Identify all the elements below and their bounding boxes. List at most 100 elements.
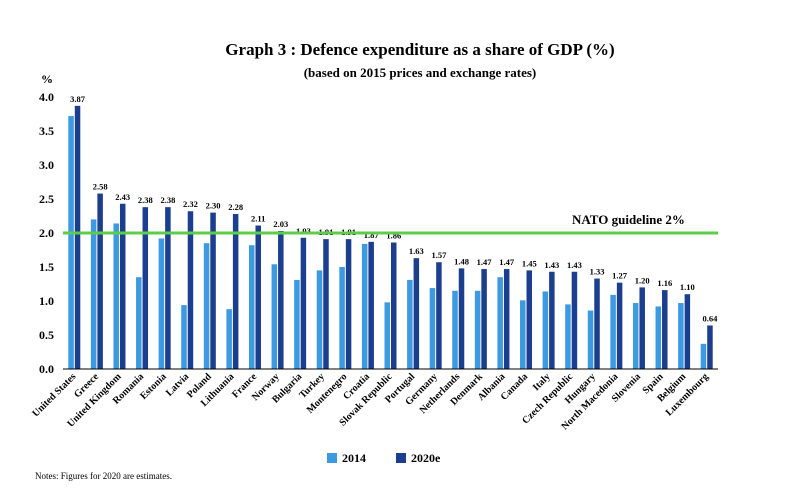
data-label: 2.28 (228, 202, 243, 212)
chart-subtitle: (based on 2015 prices and exchange rates… (304, 65, 537, 80)
data-label: 1.63 (409, 246, 424, 256)
data-label: 2.38 (138, 195, 153, 205)
bar-2020e-luxembourg (707, 325, 713, 369)
bar-2014-united-states (68, 116, 74, 369)
data-label: 1.45 (522, 258, 537, 268)
bar-2014-norway (271, 264, 278, 369)
bar-2014-slovak-republic (384, 302, 390, 369)
data-label: 1.86 (386, 231, 401, 241)
data-label: 2.03 (273, 219, 288, 229)
bar-2020e-united-states (74, 105, 81, 369)
bar-2014-germany (429, 288, 436, 369)
bar-2020e-romania (142, 207, 149, 369)
bar-2014-canada (520, 300, 526, 369)
bar-2014-turkey (316, 270, 323, 369)
data-label: 1.87 (364, 230, 380, 240)
bar-2014-portugal (407, 279, 413, 369)
legend-label-2020e: 2020e (411, 451, 441, 465)
bar-2014-north-macedonia (610, 294, 616, 369)
bar-2014-albania (497, 277, 503, 369)
data-label: 2.43 (115, 192, 130, 202)
bar-2020e-hungary (594, 278, 600, 369)
y-tick-label: 3.5 (39, 124, 54, 138)
bar-2020e-canada (526, 270, 533, 369)
y-axis-ticks: 0.0 0.5 1.0 1.5 2.0 2.5 3.0 3.5 4.0 (39, 90, 54, 376)
bar-2014-italy (542, 291, 549, 369)
bars (68, 105, 713, 369)
y-tick-label: 1.5 (39, 260, 54, 274)
data-label: 1.20 (635, 275, 650, 285)
bar-2014-spain (655, 306, 662, 369)
legend-swatch-2020e (396, 453, 406, 463)
y-tick-label: 3.0 (39, 158, 54, 172)
y-tick-label: 1.0 (39, 294, 54, 308)
nato-guideline-label: NATO guideline 2% (572, 212, 685, 227)
bar-2020e-turkey (323, 239, 329, 369)
legend-swatch-2014 (327, 453, 337, 463)
bar-2020e-north-macedonia (616, 282, 623, 369)
data-label: 1.10 (680, 282, 695, 292)
data-label: 2.11 (251, 214, 265, 224)
bar-2014-poland (203, 243, 210, 369)
data-label: 0.64 (703, 313, 719, 323)
data-label: 1.47 (499, 257, 515, 267)
data-label: 2.38 (160, 195, 175, 205)
bar-2014-latvia (181, 305, 187, 369)
footnote: Notes: Figures for 2020 are estimates. (35, 471, 172, 481)
y-tick-label: 0.5 (39, 328, 54, 342)
bar-2014-belgium (678, 303, 684, 369)
data-label: 1.33 (590, 267, 605, 277)
data-label: 1.43 (544, 260, 559, 270)
bar-2020e-united-kingdom (119, 203, 126, 369)
data-label: 1.48 (454, 256, 469, 266)
bar-2014-montenegro (339, 267, 345, 369)
legend: 2014 2020e (327, 451, 441, 465)
bar-2020e-germany (436, 262, 442, 369)
bar-2014-romania (136, 277, 142, 369)
y-tick-label: 2.0 (39, 226, 54, 240)
legend-label-2014: 2014 (342, 451, 366, 465)
bar-2020e-france (255, 225, 261, 369)
bar-2014-luxembourg (700, 343, 707, 369)
y-axis-unit: % (41, 72, 53, 86)
bar-2020e-denmark (481, 269, 487, 369)
data-label: 2.30 (206, 201, 221, 211)
bar-2020e-italy (549, 271, 555, 369)
bar-2020e-norway (278, 230, 284, 369)
bar-2014-united-kingdom (113, 223, 119, 369)
data-label: 1.93 (296, 226, 311, 236)
y-tick-label: 0.0 (39, 362, 54, 376)
bar-2014-denmark (474, 290, 481, 369)
bar-2014-estonia (158, 238, 165, 369)
bar-2014-hungary (587, 310, 594, 369)
bar-2014-czech-republic (565, 304, 571, 369)
bar-2014-croatia (361, 243, 368, 369)
bar-2020e-czech-republic (571, 271, 578, 369)
bar-2014-slovenia (632, 303, 639, 369)
bar-2020e-latvia (187, 211, 194, 369)
bar-2020e-albania (503, 269, 510, 369)
bar-2020e-estonia (165, 207, 171, 369)
bar-2020e-croatia (368, 241, 374, 369)
bar-2020e-slovak-republic (391, 242, 397, 369)
bar-2014-bulgaria (294, 279, 300, 369)
bar-2014-netherlands (452, 290, 458, 369)
data-label: 3.87 (70, 94, 86, 104)
data-label: 1.57 (431, 250, 447, 260)
bar-2020e-spain (662, 290, 668, 369)
y-tick-label: 4.0 (39, 90, 54, 104)
bar-2014-lithuania (226, 309, 232, 369)
bar-2020e-netherlands (458, 268, 465, 369)
bar-2014-greece (90, 219, 97, 369)
bar-2014-france (248, 245, 255, 369)
y-tick-label: 2.5 (39, 192, 54, 206)
chart-title: Graph 3 : Defence expenditure as a share… (225, 40, 614, 59)
bar-2020e-slovenia (639, 287, 645, 369)
data-label: 2.32 (183, 199, 198, 209)
bar-2020e-belgium (684, 294, 691, 369)
data-label: 1.43 (567, 260, 582, 270)
bar-2020e-portugal (413, 258, 420, 369)
data-label: 2.58 (93, 182, 108, 192)
